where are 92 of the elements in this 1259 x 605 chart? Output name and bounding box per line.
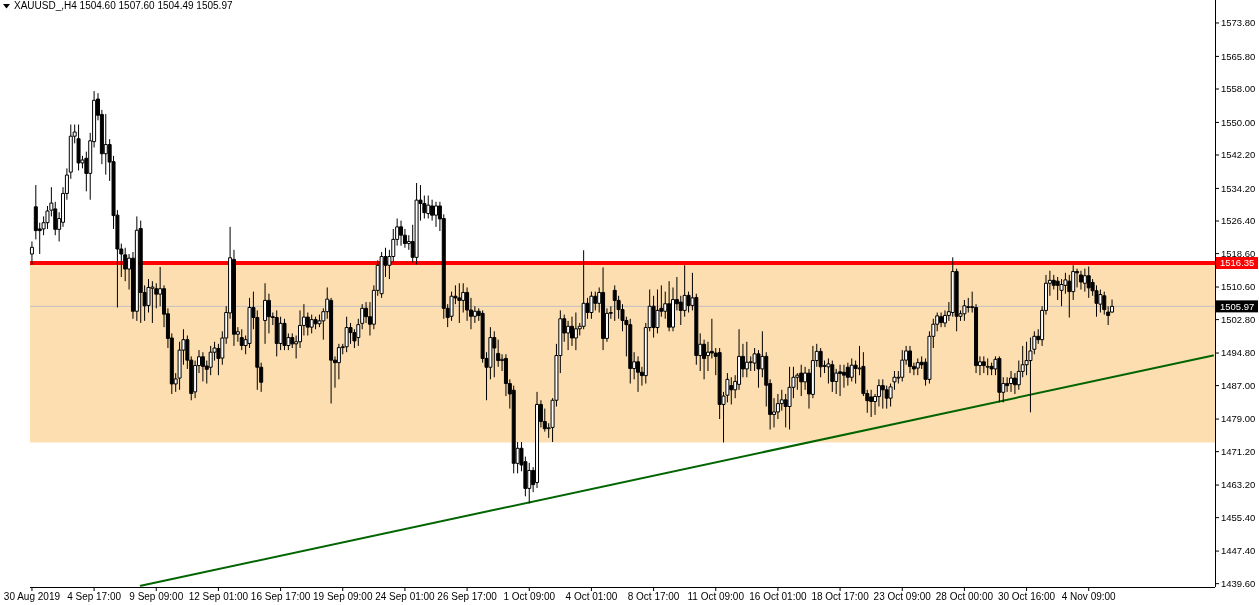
y-tick-label: 1494.80 <box>1221 347 1256 359</box>
candlestick <box>344 316 349 353</box>
candlestick <box>282 318 287 351</box>
x-tick-label: 8 Oct 17:00 <box>627 591 680 602</box>
candlestick <box>313 316 318 330</box>
x-tick-label: 12 Sep 01:00 <box>188 591 249 602</box>
candlestick <box>1078 270 1083 291</box>
x-tick-label: 4 Sep 17:00 <box>67 591 122 602</box>
x-tick-label: 4 Oct 01:00 <box>565 591 618 602</box>
candlestick <box>628 318 633 385</box>
candlestick <box>939 312 944 328</box>
candlestick <box>787 366 792 430</box>
y-tick-label: 1455.40 <box>1221 511 1256 523</box>
x-tick-label: 26 Sep 17:00 <box>437 591 498 602</box>
candlestick <box>981 355 986 374</box>
y-tick-label: 1565.80 <box>1221 50 1256 62</box>
x-tick-label: 16 Sep 17:00 <box>250 591 311 602</box>
candlestick <box>1009 370 1014 393</box>
candlestick <box>426 195 431 220</box>
x-tick-label: 19 Sep 09:00 <box>313 591 373 602</box>
candlestick <box>138 220 143 324</box>
candlestick <box>1086 266 1091 299</box>
y-tick-label: 1510.60 <box>1221 281 1256 293</box>
candlestick <box>573 312 578 351</box>
candlestick <box>414 182 419 265</box>
candlestick <box>399 220 404 247</box>
ref-line-label: 1505.97 <box>1220 300 1255 312</box>
candlestick <box>200 351 205 382</box>
candlestick <box>601 266 606 351</box>
x-tick-label: 30 Oct 16:00 <box>997 591 1056 602</box>
candlestick <box>667 280 672 332</box>
candlestick <box>838 364 843 397</box>
y-tick-label: 1487.00 <box>1221 379 1256 391</box>
y-tick-label: 1534.20 <box>1221 182 1256 194</box>
y-tick-label: 1558.00 <box>1221 83 1256 95</box>
candlestick <box>915 357 920 376</box>
y-tick-label: 1526.40 <box>1221 215 1256 227</box>
candlestick <box>589 291 594 320</box>
candlestick <box>434 201 439 228</box>
ref-line-label: 1516.35 <box>1220 257 1255 269</box>
candlestick <box>379 251 384 299</box>
candlestick <box>849 357 854 382</box>
candlestick <box>636 355 641 393</box>
candlestick <box>962 299 967 322</box>
candlestick <box>880 378 885 410</box>
y-tick-label: 1518.60 <box>1221 247 1256 259</box>
x-tick-label: 18 Oct 17:00 <box>811 591 870 602</box>
y-tick-label: 1471.20 <box>1221 445 1256 457</box>
y-tick-label: 1542.20 <box>1221 149 1256 161</box>
candlestick <box>869 389 874 418</box>
x-tick-label: 24 Sep 01:00 <box>375 591 436 602</box>
candlestick <box>569 316 574 347</box>
x-tick-label: 16 Oct 01:00 <box>749 591 807 602</box>
y-tick-label: 1447.40 <box>1221 545 1256 557</box>
candlestick <box>535 391 540 489</box>
candlestick <box>830 360 835 393</box>
candlestick <box>263 282 268 345</box>
candlestick <box>985 357 990 376</box>
x-tick-label: 9 Sep 09:00 <box>129 591 184 602</box>
x-tick-label: 28 Oct 00:00 <box>935 591 994 602</box>
candlestick <box>997 355 1002 403</box>
candlestick <box>1098 289 1103 314</box>
candlestick <box>655 289 660 334</box>
y-tick-label: 1439.60 <box>1221 577 1256 589</box>
candlestick <box>457 282 462 324</box>
y-tick-label: 1573.80 <box>1221 17 1256 29</box>
candlestick <box>309 314 314 334</box>
candlestick <box>729 376 734 405</box>
candlestick <box>612 284 617 322</box>
candlestick <box>134 215 139 322</box>
candlestick <box>150 280 155 324</box>
candlestick <box>29 240 34 265</box>
x-tick-label: 23 Oct 09:00 <box>873 591 932 602</box>
y-tick-label: 1463.20 <box>1221 479 1256 491</box>
y-tick-label: 1550.00 <box>1221 116 1256 128</box>
candlestick <box>799 364 804 397</box>
y-tick-label: 1479.00 <box>1221 413 1256 425</box>
candlestick <box>492 330 497 378</box>
candlestick <box>818 347 823 378</box>
x-tick-label: 4 Nov 09:00 <box>1061 591 1117 602</box>
candlestick <box>744 341 749 378</box>
candlestick <box>239 328 244 351</box>
chart-title: XAUUSD_,H4 1504.60 1507.60 1504.49 1505.97 <box>14 0 233 11</box>
candlestick <box>900 349 905 382</box>
candlestick <box>845 362 850 387</box>
y-tick-label: 1502.80 <box>1221 313 1256 325</box>
x-tick-label: 1 Oct 09:00 <box>503 591 556 602</box>
candlestick <box>274 309 279 357</box>
x-tick-label: 30 Aug 2019 <box>3 591 61 602</box>
candlestick <box>908 345 913 374</box>
candlestick <box>76 124 81 171</box>
x-tick-label: 11 Oct 09:00 <box>687 591 745 602</box>
